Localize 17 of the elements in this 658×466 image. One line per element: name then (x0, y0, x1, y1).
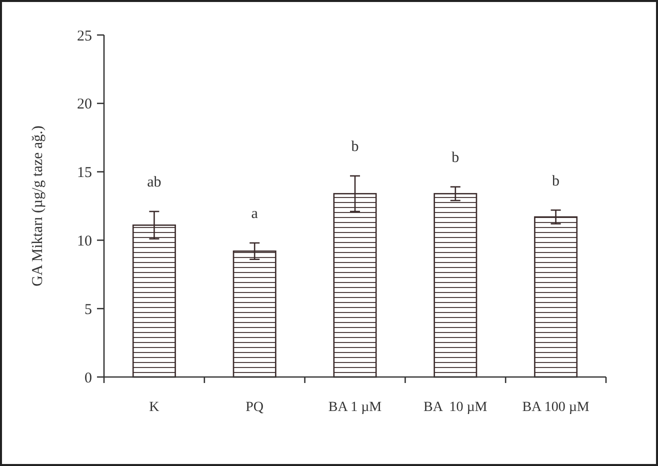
y-axis-title: GA Miktarı (µg/g taze ağ.) (30, 126, 46, 286)
y-tick-label: 5 (84, 302, 92, 318)
x-tick-label: BA 100 µM (522, 400, 590, 415)
y-tick-label: 10 (77, 233, 92, 250)
x-tick-label: BA 1 µM (328, 400, 382, 415)
annotation: ab (147, 174, 162, 191)
annotation: b (351, 139, 359, 156)
annotation: b (452, 150, 460, 166)
x-tick-label: BA 10 µM (424, 400, 488, 415)
y-tick-label: 0 (84, 370, 92, 386)
y-tick-label: 15 (77, 165, 92, 182)
annotation: b (552, 173, 560, 190)
annotation: a (251, 206, 258, 222)
x-tick-label: K (149, 400, 160, 415)
x-tick-label: PQ (246, 400, 264, 415)
y-tick-label: 20 (77, 96, 92, 113)
y-tick-label: 25 (77, 28, 92, 44)
